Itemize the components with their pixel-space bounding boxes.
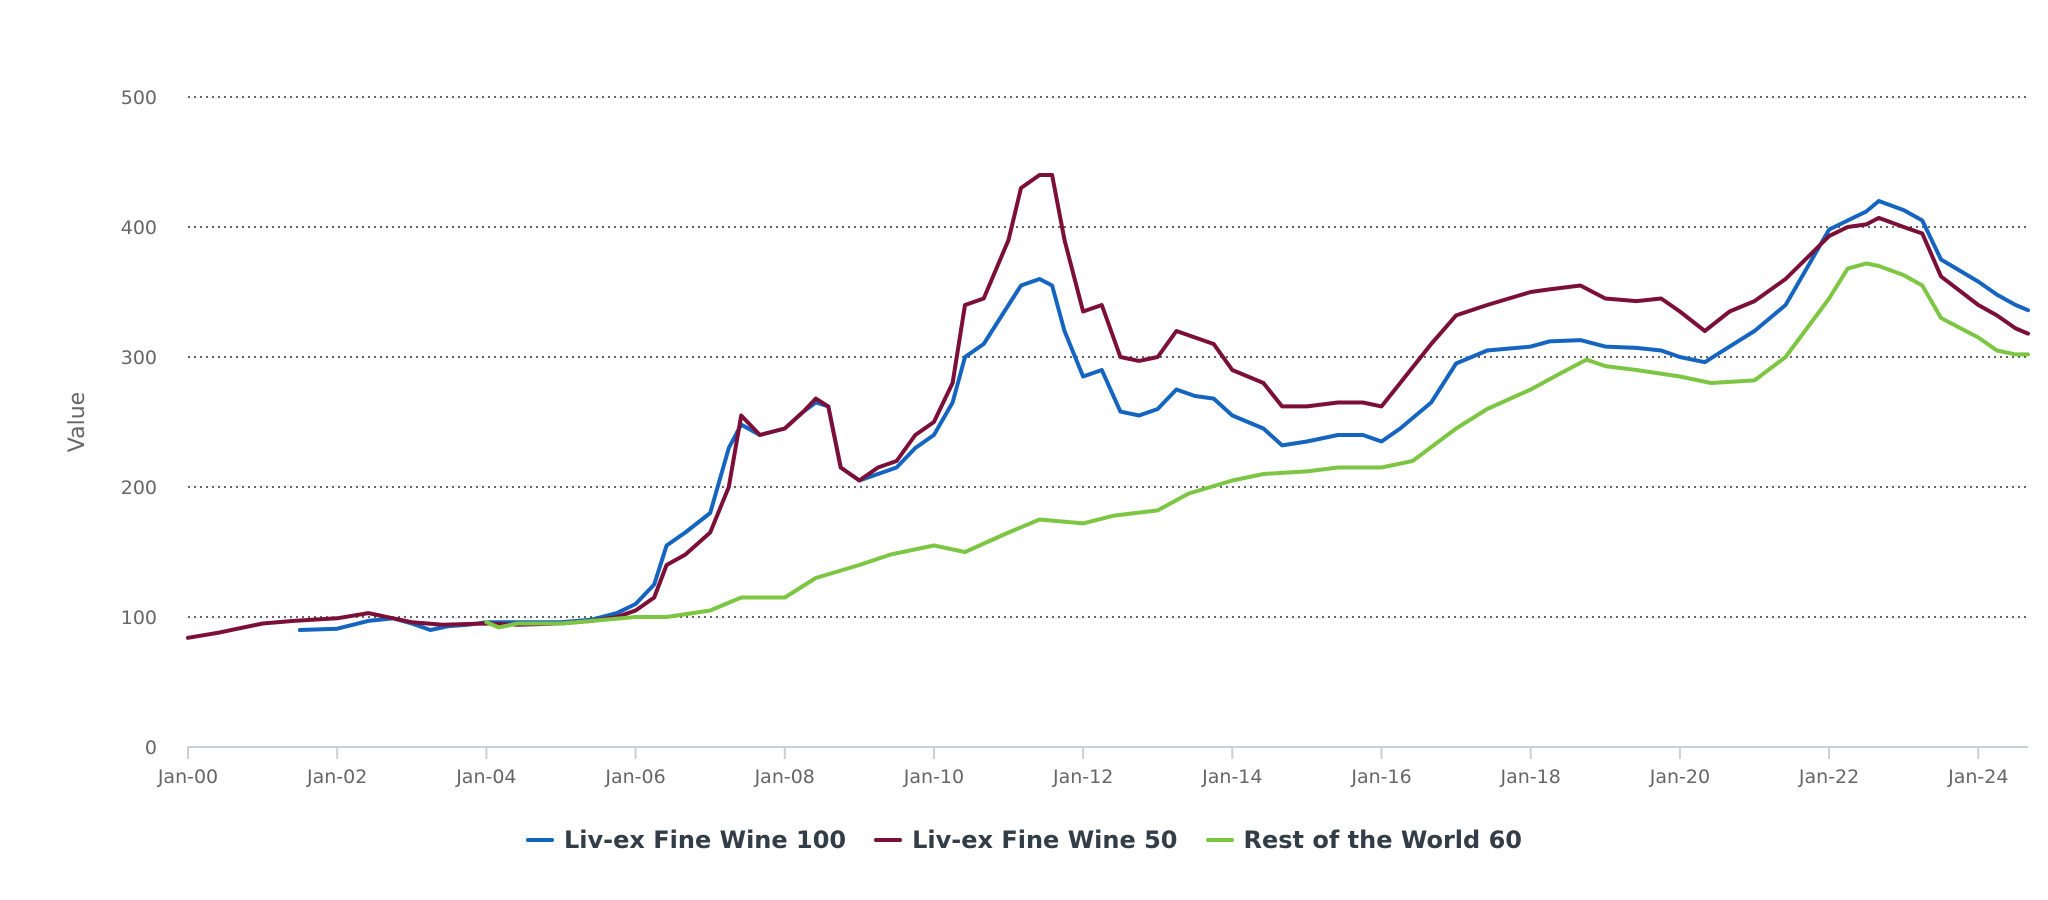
legend: Liv-ex Fine Wine 100 Liv-ex Fine Wine 50 R… [0,826,2048,854]
legend-label: Rest of the World 60 [1243,826,1522,854]
y-tick-label: 100 [121,607,157,629]
y-tick-label: 500 [121,87,157,109]
x-tick-label: Jan-22 [1798,766,1859,788]
y-tick-label: 200 [121,477,157,499]
y-tick-label: 300 [121,347,157,369]
legend-item-1[interactable]: Liv-ex Fine Wine 100 [526,826,846,854]
x-tick-label: Jan-08 [754,766,815,788]
x-tick-label: Jan-00 [157,766,218,788]
legend-label: Liv-ex Fine Wine 100 [564,826,847,854]
y-tick-label: 400 [121,217,157,239]
series-lines [186,173,2030,640]
legend-swatch [1205,838,1234,842]
x-tick-label: Jan-20 [1649,766,1710,788]
x-tick-label: Jan-14 [1201,766,1262,788]
x-tick-label: Jan-10 [903,766,964,788]
x-tick-label: Jan-06 [604,766,665,788]
series-line-2 [186,173,2030,640]
legend-swatch [874,838,903,842]
x-tick-label: Jan-02 [306,766,367,788]
y-tick-label: 0 [145,737,157,759]
x-axis: Jan-00 Jan-02 Jan-04 Jan-06 Jan-08 Jan-10 Jan-… [157,746,2028,788]
legend-item-3[interactable]: Rest of the World 60 [1205,826,1522,854]
legend-item-2[interactable]: Liv-ex Fine Wine 50 [874,826,1178,854]
gridlines [188,96,2028,618]
series-line-1 [297,199,2030,632]
series-line-3 [484,261,2030,630]
legend-label: Liv-ex Fine Wine 50 [912,826,1178,854]
y-axis-title: Value [65,392,90,452]
x-tick-label: Jan-18 [1500,766,1561,788]
x-tick-label: Jan-12 [1052,766,1113,788]
x-tick-label: Jan-24 [1947,766,2008,788]
x-tick-label: Jan-16 [1350,766,1411,788]
x-tick-label: Jan-04 [455,766,516,788]
y-axis: Value 0 100 200 300 400 500 [65,87,157,759]
legend-swatch [526,838,555,842]
